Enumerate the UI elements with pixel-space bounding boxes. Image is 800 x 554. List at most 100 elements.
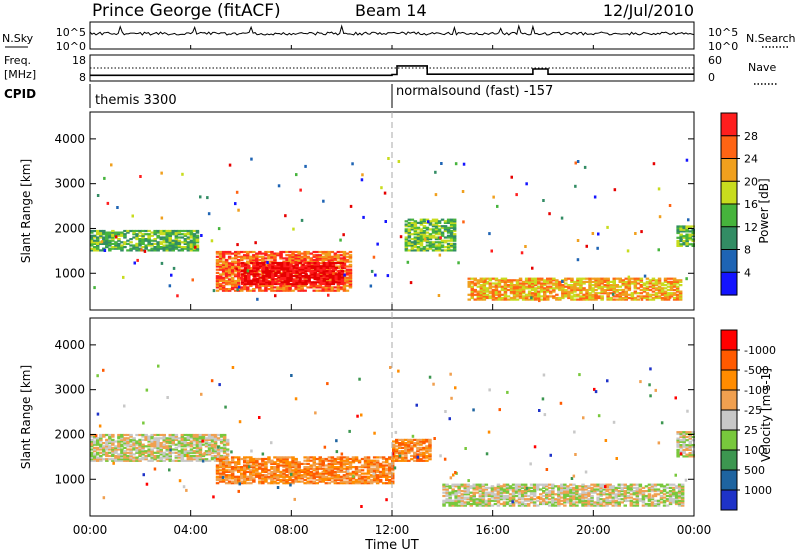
power-cell: [521, 284, 526, 287]
power-cell: [253, 282, 257, 286]
velocity-cell: [129, 435, 133, 438]
velocity-cell: [204, 442, 209, 445]
power-cell: [306, 255, 310, 258]
velocity-cell: [395, 442, 399, 445]
velocity-cell: [294, 472, 298, 475]
velocity-cell: [454, 494, 458, 498]
power-cell: [594, 277, 598, 280]
power-cell: [446, 247, 451, 250]
power-cell: [482, 287, 487, 290]
power-cell: [651, 287, 656, 290]
velocity-cell: [422, 459, 426, 462]
velocity-cell: [224, 477, 229, 480]
velocity-cell: [381, 472, 386, 475]
power-cell: [288, 257, 292, 260]
velocity-cell: [114, 450, 118, 453]
power-cell: [247, 266, 251, 269]
power-cell: [274, 261, 278, 265]
power-cell: [117, 233, 121, 236]
velocity-cell: [478, 496, 483, 499]
power-cell: [492, 195, 495, 199]
velocity-cell: [457, 494, 461, 498]
power-cell: [183, 246, 188, 249]
velocity-cell: [454, 496, 458, 499]
velocity-cell: [475, 504, 480, 507]
power-cell: [221, 268, 226, 271]
power-cell: [570, 298, 574, 301]
power-cell: [503, 279, 508, 282]
power-cell: [515, 282, 520, 285]
velocity-cell: [249, 478, 253, 482]
power-cell: [159, 241, 163, 244]
velocity-cell: [508, 485, 513, 488]
velocity-cell: [542, 502, 546, 506]
power-cell: [298, 268, 302, 271]
power-cell: [512, 290, 517, 293]
power-cell: [440, 233, 445, 236]
power-cell: [315, 250, 319, 254]
velocity-cell: [183, 443, 188, 446]
power-cell: [443, 239, 448, 242]
power-cell: [316, 268, 320, 271]
power-cell: [573, 285, 577, 288]
velocity-cell: [227, 461, 232, 464]
velocity-cell: [563, 496, 567, 499]
velocity-cell: [273, 480, 277, 483]
power-cell: [295, 270, 299, 273]
power-cell: [264, 289, 268, 292]
power-cell: [139, 175, 142, 178]
power-cell: [126, 231, 130, 234]
velocity-cell: [99, 437, 103, 440]
power-cell: [315, 254, 319, 257]
power-cell: [527, 295, 532, 298]
velocity-cell: [285, 478, 289, 482]
power-cell: [318, 250, 322, 254]
power-cell: [509, 282, 514, 285]
power-cell: [90, 241, 94, 244]
velocity-cell: [532, 493, 537, 496]
power-cell: [234, 262, 238, 265]
power-cell: [285, 254, 289, 257]
velocity-cell: [608, 501, 612, 504]
velocity-cell: [502, 504, 507, 507]
power-cell: [186, 236, 191, 239]
velocity-cell: [321, 464, 325, 467]
velocity-cell: [499, 502, 504, 506]
velocity-cell: [111, 458, 115, 461]
velocity-cell: [156, 451, 160, 454]
power-cell: [105, 242, 109, 246]
velocity-cell: [225, 453, 230, 456]
velocity-cell: [526, 504, 531, 507]
velocity-cell: [363, 464, 368, 467]
power-cell: [218, 265, 223, 268]
velocity-cell: [375, 461, 380, 464]
velocity-cell: [395, 459, 399, 462]
velocity-cell: [351, 461, 356, 464]
power-cell: [564, 279, 568, 282]
velocity-cell: [273, 466, 277, 469]
velocity-cell: [466, 485, 470, 488]
power-cell: [150, 234, 154, 237]
velocity-cell: [117, 454, 121, 458]
power-cell: [171, 242, 175, 246]
power-cell: [678, 290, 683, 293]
velocity-cell: [581, 504, 585, 507]
power-cell: [443, 236, 448, 239]
velocity-cell: [557, 499, 561, 502]
velocity-cell: [505, 483, 510, 486]
velocity-cell: [198, 458, 203, 461]
velocity-cell: [336, 470, 341, 474]
velocity-cell: [294, 464, 298, 467]
velocity-cell: [339, 480, 344, 483]
power-cell: [648, 295, 653, 298]
velocity-cell: [183, 445, 188, 448]
power-cell: [333, 252, 338, 255]
power-cell: [419, 218, 424, 221]
velocity-cell: [150, 451, 154, 454]
velocity-cell: [605, 504, 609, 507]
velocity-cell: [156, 448, 160, 451]
power-cell: [168, 229, 172, 233]
power-cell: [249, 257, 253, 260]
power-cell: [138, 242, 142, 246]
velocity-cell: [156, 454, 160, 458]
